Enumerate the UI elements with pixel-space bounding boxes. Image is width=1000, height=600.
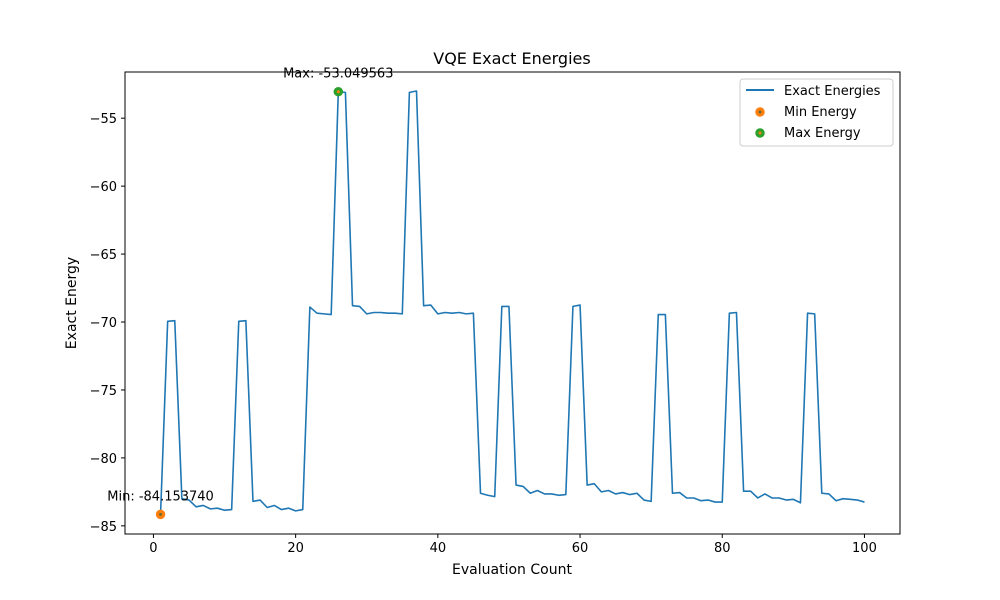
y-tick-label: −55 bbox=[90, 112, 117, 127]
marker-center bbox=[159, 512, 163, 516]
legend-label-exact-energies: Exact Energies bbox=[784, 84, 881, 99]
marker-layer: Min: -84.153740 Max: -53.049563 bbox=[107, 67, 393, 520]
axes-layer: 0 20 40 60 80 100 −85 −80 −75 −70 −65 −60 −55 bbox=[90, 71, 901, 556]
x-tick-label: 0 bbox=[149, 541, 157, 556]
y-tick-label: −65 bbox=[90, 248, 117, 263]
legend-label-max-energy: Max Energy bbox=[784, 126, 861, 141]
y-tick-label: −75 bbox=[90, 384, 117, 399]
chart-title: VQE Exact Energies bbox=[433, 49, 590, 68]
legend-min-marker-center bbox=[758, 110, 762, 114]
y-tick-label: −60 bbox=[90, 180, 117, 195]
x-tick-label: 80 bbox=[714, 541, 731, 556]
y-axis-label: Exact Energy bbox=[64, 257, 80, 349]
x-tick-label: 40 bbox=[430, 541, 447, 556]
legend-max-marker-center bbox=[758, 131, 762, 135]
annotation-min: Min: -84.153740 bbox=[107, 489, 214, 504]
x-tick-label: 20 bbox=[287, 541, 304, 556]
legend-box bbox=[739, 78, 894, 147]
legend-label-min-energy: Min Energy bbox=[784, 105, 857, 120]
plot-area bbox=[125, 72, 900, 534]
y-tick-label: −80 bbox=[90, 452, 117, 467]
y-tick-label: −85 bbox=[90, 520, 117, 535]
axes-frame bbox=[124, 71, 901, 535]
legend: Exact Energies Min Energy Max Energy bbox=[739, 78, 894, 147]
x-tick-label: 100 bbox=[852, 541, 877, 556]
x-axis-label: Evaluation Count bbox=[452, 562, 572, 578]
y-tick-label: −70 bbox=[90, 316, 117, 331]
x-tick-label: 60 bbox=[572, 541, 589, 556]
marker-center bbox=[336, 90, 340, 94]
annotation-max: Max: -53.049563 bbox=[283, 67, 393, 82]
series-line-0 bbox=[159, 90, 865, 515]
series-layer bbox=[159, 90, 865, 515]
